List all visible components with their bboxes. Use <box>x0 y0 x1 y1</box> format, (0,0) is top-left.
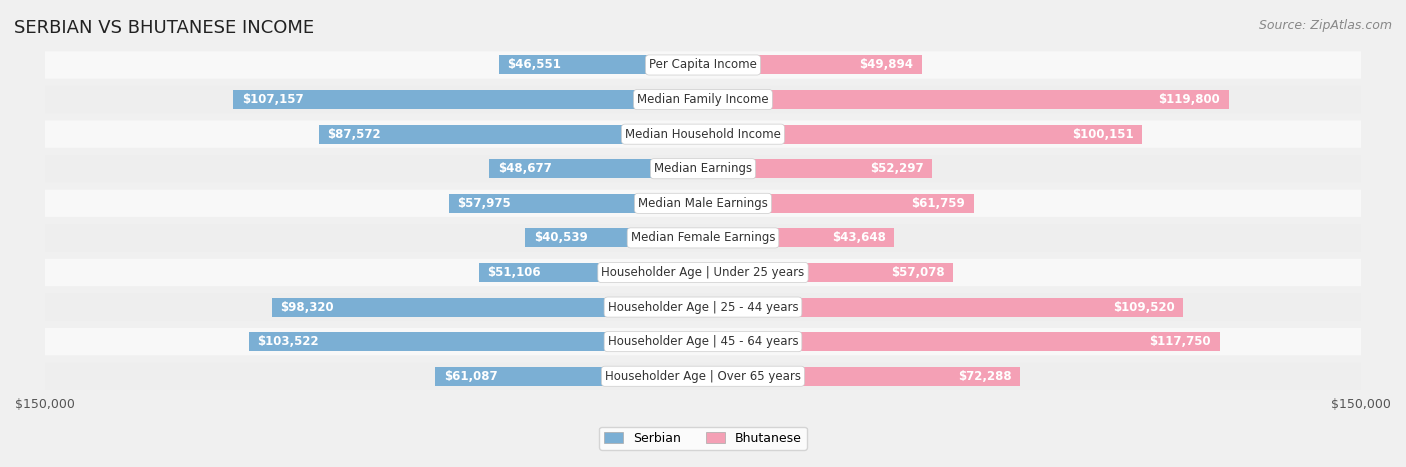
Text: $117,750: $117,750 <box>1149 335 1211 348</box>
Text: $51,106: $51,106 <box>488 266 541 279</box>
Bar <box>703 228 894 248</box>
Text: Householder Age | Under 25 years: Householder Age | Under 25 years <box>602 266 804 279</box>
Text: $57,078: $57,078 <box>891 266 945 279</box>
FancyBboxPatch shape <box>45 224 1361 252</box>
Bar <box>499 56 703 75</box>
Text: $57,975: $57,975 <box>457 197 512 210</box>
Legend: Serbian, Bhutanese: Serbian, Bhutanese <box>599 426 807 450</box>
Bar <box>233 90 703 109</box>
Bar <box>703 56 922 75</box>
Bar <box>489 159 703 178</box>
Bar <box>703 90 1229 109</box>
FancyBboxPatch shape <box>45 259 1361 286</box>
FancyBboxPatch shape <box>45 328 1361 355</box>
Text: $46,551: $46,551 <box>508 58 561 71</box>
Text: Householder Age | 25 - 44 years: Householder Age | 25 - 44 years <box>607 301 799 313</box>
Bar <box>319 125 703 144</box>
Bar <box>703 297 1184 317</box>
Text: $72,288: $72,288 <box>957 370 1011 383</box>
Bar <box>434 367 703 386</box>
Text: Median Male Earnings: Median Male Earnings <box>638 197 768 210</box>
Text: $100,151: $100,151 <box>1071 127 1133 141</box>
Bar <box>703 367 1021 386</box>
Text: $109,520: $109,520 <box>1114 301 1174 313</box>
Bar <box>703 194 974 213</box>
Text: $40,539: $40,539 <box>534 232 588 244</box>
Bar <box>249 332 703 351</box>
Text: $119,800: $119,800 <box>1159 93 1220 106</box>
Text: SERBIAN VS BHUTANESE INCOME: SERBIAN VS BHUTANESE INCOME <box>14 19 314 37</box>
Text: $103,522: $103,522 <box>257 335 319 348</box>
Bar <box>703 263 953 282</box>
Text: Median Female Earnings: Median Female Earnings <box>631 232 775 244</box>
Text: Per Capita Income: Per Capita Income <box>650 58 756 71</box>
Text: $61,087: $61,087 <box>444 370 498 383</box>
Text: Householder Age | Over 65 years: Householder Age | Over 65 years <box>605 370 801 383</box>
Bar <box>526 228 703 248</box>
FancyBboxPatch shape <box>45 155 1361 183</box>
FancyBboxPatch shape <box>45 190 1361 217</box>
Bar <box>271 297 703 317</box>
Text: Source: ZipAtlas.com: Source: ZipAtlas.com <box>1258 19 1392 32</box>
Text: $48,677: $48,677 <box>498 162 553 175</box>
FancyBboxPatch shape <box>45 51 1361 78</box>
Text: $98,320: $98,320 <box>280 301 335 313</box>
Text: $61,759: $61,759 <box>911 197 965 210</box>
Text: $52,297: $52,297 <box>870 162 924 175</box>
Text: Householder Age | 45 - 64 years: Householder Age | 45 - 64 years <box>607 335 799 348</box>
Text: Median Family Income: Median Family Income <box>637 93 769 106</box>
FancyBboxPatch shape <box>45 120 1361 148</box>
Text: $49,894: $49,894 <box>859 58 912 71</box>
FancyBboxPatch shape <box>45 362 1361 390</box>
Text: $107,157: $107,157 <box>242 93 304 106</box>
FancyBboxPatch shape <box>45 293 1361 321</box>
Bar <box>449 194 703 213</box>
Text: Median Earnings: Median Earnings <box>654 162 752 175</box>
Bar <box>703 332 1219 351</box>
FancyBboxPatch shape <box>45 86 1361 113</box>
Text: Median Household Income: Median Household Income <box>626 127 780 141</box>
Bar <box>479 263 703 282</box>
Text: $43,648: $43,648 <box>832 232 886 244</box>
Bar <box>703 159 932 178</box>
Text: $87,572: $87,572 <box>328 127 381 141</box>
Bar <box>703 125 1142 144</box>
